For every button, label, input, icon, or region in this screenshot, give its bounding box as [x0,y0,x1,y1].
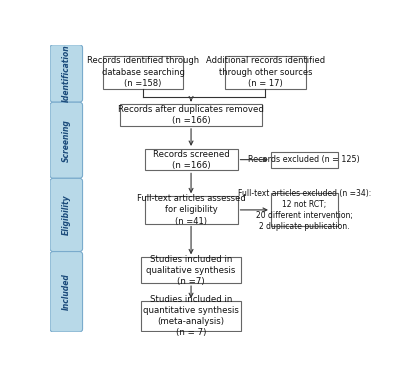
FancyBboxPatch shape [50,102,82,178]
Text: Additional records identified
through other sources
(n = 17): Additional records identified through ot… [206,56,325,88]
Text: Included: Included [62,273,71,310]
FancyBboxPatch shape [271,193,338,226]
Text: Identification: Identification [62,45,71,102]
FancyBboxPatch shape [142,257,241,283]
Text: Studies included in
quantitative synthesis
(meta-analysis)
(n = 7): Studies included in quantitative synthes… [143,295,239,337]
FancyBboxPatch shape [144,149,238,170]
FancyBboxPatch shape [144,196,238,223]
Text: Full-text articles assessed
for eligibility
(n =41): Full-text articles assessed for eligibil… [137,194,246,226]
Text: Records excluded (n = 125): Records excluded (n = 125) [248,155,360,164]
FancyBboxPatch shape [103,56,183,88]
FancyBboxPatch shape [50,45,82,102]
Text: Studies included in
qualitative synthesis
(n =7): Studies included in qualitative synthesi… [146,255,236,286]
Text: Records screened
(n =166): Records screened (n =166) [153,150,230,170]
FancyBboxPatch shape [50,178,82,251]
FancyBboxPatch shape [271,152,338,167]
FancyBboxPatch shape [120,104,262,126]
Text: Records identified through
database searching
(n =158): Records identified through database sear… [87,56,199,88]
Text: Records after duplicates removed
(n =166): Records after duplicates removed (n =166… [118,105,264,125]
Text: Full-text articles excluded (n =34):
12 not RCT;
20 different intervention;
2 du: Full-text articles excluded (n =34): 12 … [238,189,371,231]
FancyBboxPatch shape [225,56,306,88]
Text: Eligibility: Eligibility [62,195,71,235]
FancyBboxPatch shape [50,251,82,332]
Text: Screening: Screening [62,119,71,162]
FancyBboxPatch shape [142,301,241,331]
